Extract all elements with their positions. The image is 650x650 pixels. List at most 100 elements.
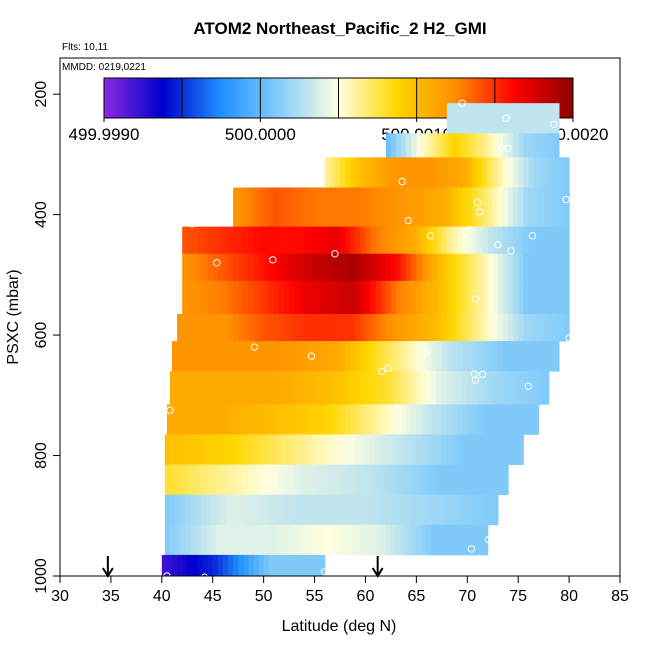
heatmap-cell [355, 253, 361, 282]
heatmap-cell [533, 371, 540, 405]
heatmap-cell [533, 341, 540, 372]
heatmap-cell [329, 280, 336, 315]
heatmap-cell [268, 280, 275, 315]
x-tick-label: 85 [611, 588, 629, 605]
heatmap-cell [278, 280, 285, 315]
heatmap-cell [431, 404, 438, 435]
heatmap-cell [350, 341, 356, 372]
heatmap-cell [441, 157, 448, 188]
heatmap-cell [482, 464, 489, 496]
x-axis-label: Latitude (deg N) [282, 618, 397, 635]
heatmap-cell [272, 371, 279, 405]
heatmap-cell [513, 157, 519, 188]
heatmap-cell [441, 226, 448, 255]
heatmap-cell [492, 371, 499, 405]
heatmap-cell [411, 226, 417, 255]
heatmap-cell [441, 434, 448, 465]
heatmap-cell [492, 133, 499, 158]
heatmap-cell [390, 187, 397, 228]
heatmap-cell [226, 494, 233, 526]
heatmap-cell [228, 226, 234, 255]
heatmap-cell [446, 371, 453, 405]
heatmap-cell [452, 187, 458, 228]
heatmap-cell [345, 341, 351, 372]
heatmap-cell [241, 464, 248, 496]
heatmap-cell [243, 253, 249, 282]
heatmap-cell [294, 280, 300, 315]
heatmap-cell [246, 434, 253, 465]
heatmap-cell [492, 404, 499, 435]
heatmap-cell [390, 253, 397, 282]
heatmap-cell [415, 371, 422, 405]
heatmap-cell [340, 226, 346, 255]
heatmap-cell [431, 341, 438, 372]
heatmap-cell [282, 371, 289, 405]
heatmap-cell [553, 157, 560, 188]
y-axis-label: PSXC (mbar) [5, 269, 22, 364]
heatmap-cell [446, 133, 453, 158]
heatmap-cell [212, 404, 219, 435]
heatmap-cell [457, 133, 463, 158]
heatmap-cell [390, 494, 396, 526]
heatmap-cell [431, 371, 437, 405]
heatmap-cell [221, 434, 227, 465]
heatmap-cell [487, 280, 494, 315]
heatmap-cell [350, 157, 356, 188]
heatmap-cell [508, 187, 514, 228]
heatmap-cell [416, 187, 423, 228]
heatmap-cell [324, 187, 331, 228]
data-marker [471, 295, 480, 303]
data-marker [250, 343, 259, 351]
heatmap-cell [267, 494, 274, 526]
heatmap-cell [436, 494, 443, 526]
heatmap-cell [477, 253, 484, 282]
x-tick-label: 70 [458, 588, 476, 605]
heatmap-cell [452, 341, 458, 372]
heatmap-cell [425, 371, 432, 405]
heatmap-cell [236, 371, 243, 405]
heatmap-cell [406, 341, 412, 372]
heatmap-cell [401, 133, 407, 158]
heatmap-cell [253, 187, 260, 228]
heatmap-cell [365, 253, 372, 282]
heatmap-cell [308, 371, 314, 405]
heatmap-cell [292, 494, 299, 526]
heatmap-cell [410, 464, 417, 496]
heatmap-cell [446, 494, 453, 526]
heatmap-cell [284, 280, 290, 315]
heatmap-cell [477, 157, 484, 188]
heatmap-cell [231, 494, 238, 526]
heatmap-cell [380, 157, 387, 188]
heatmap-cell [228, 280, 234, 315]
heatmap-cell [303, 464, 309, 496]
heatmap-cell [187, 226, 193, 255]
heatmap-cell [426, 464, 432, 496]
heatmap-cell [236, 434, 243, 465]
heatmap-cell [385, 434, 391, 465]
heatmap-cell [446, 226, 453, 255]
heatmap-cell [487, 434, 494, 465]
heatmap-cell [477, 341, 484, 372]
heatmap-cell [395, 434, 401, 465]
heatmap-cell [217, 226, 224, 255]
heatmap-cell [487, 371, 494, 405]
heatmap-cell [400, 434, 407, 465]
heatmap-cell [226, 464, 233, 496]
data-marker [269, 256, 277, 264]
heatmap-cell [304, 253, 311, 282]
heatmap-cell [410, 524, 417, 556]
heatmap-cell [273, 554, 280, 577]
heatmap-cell [257, 524, 263, 556]
heatmap-cell [248, 313, 255, 342]
heatmap-cell [497, 187, 504, 228]
heatmap-cell [380, 226, 387, 255]
heatmap-cell [319, 253, 326, 282]
heatmap-cell [482, 280, 489, 315]
heatmap-cell [289, 313, 295, 342]
heatmap-cell [350, 253, 356, 282]
heatmap-cell [190, 494, 197, 526]
heatmap-cell [456, 494, 463, 526]
heatmap-cell [548, 133, 555, 158]
heatmap-cell [319, 554, 326, 577]
heatmap-cell [467, 494, 473, 526]
